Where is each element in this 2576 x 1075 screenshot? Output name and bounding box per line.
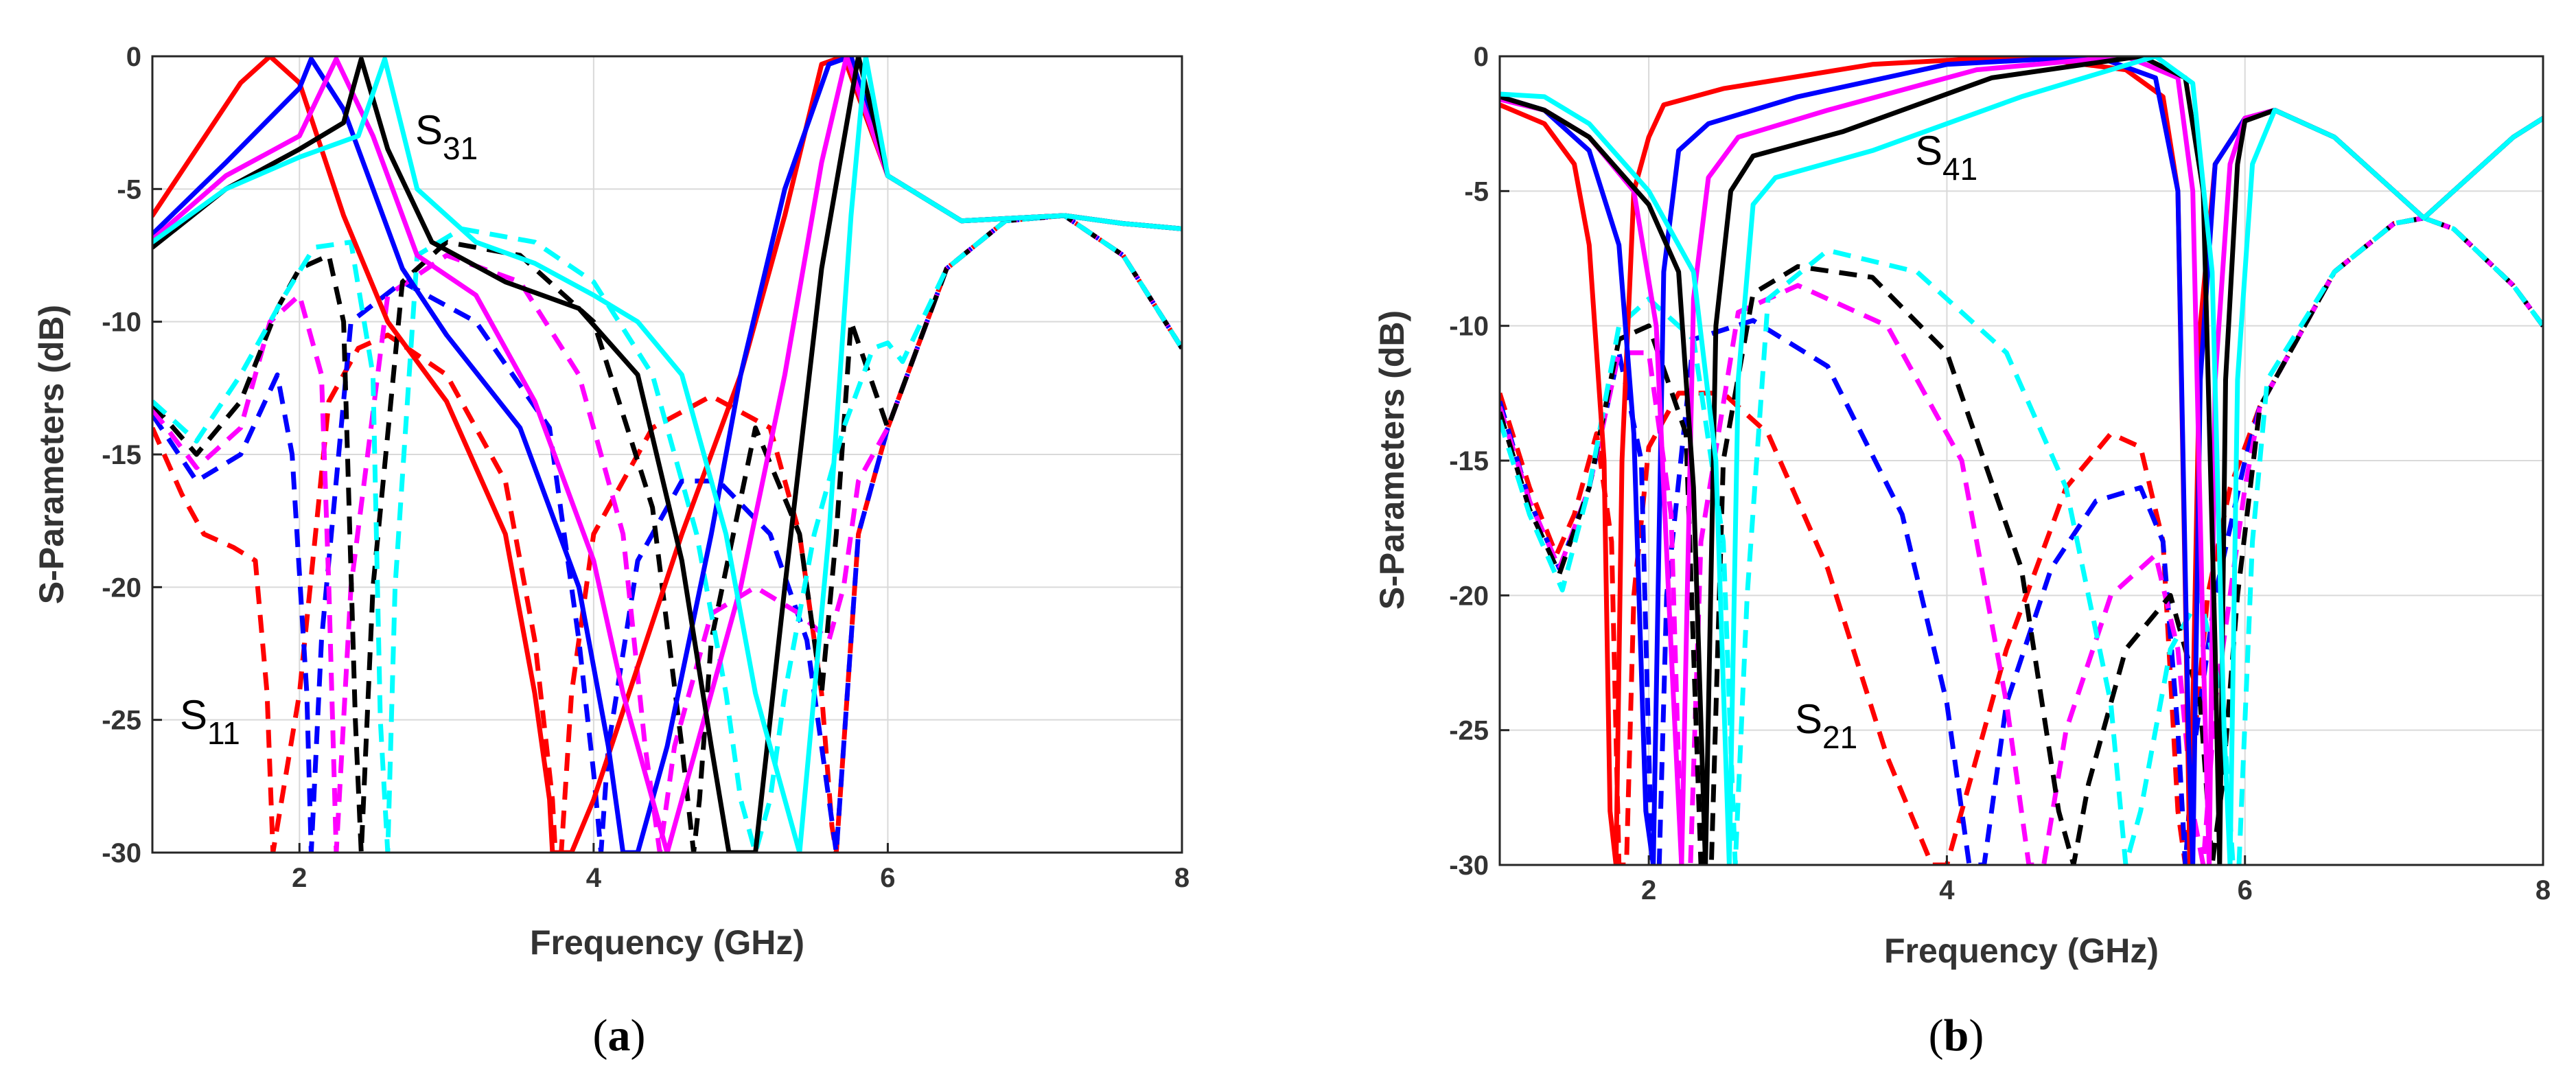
caption-a-close: ) <box>631 1010 646 1061</box>
tick-label-y-a--20: -20 <box>102 573 141 603</box>
tick-label-x-a-6: 6 <box>880 863 895 893</box>
caption-b-close: ) <box>1969 1010 1984 1061</box>
tick-label-x-b-8: 8 <box>2536 875 2551 905</box>
series-group-b <box>1500 56 2543 865</box>
tick-label-y-a-0: 0 <box>126 42 141 72</box>
tick-label-x-a-2: 2 <box>292 863 307 893</box>
series-a-s11-cyan <box>152 213 1182 853</box>
tick-label-y-a--10: -10 <box>102 308 141 338</box>
caption-b: (b) <box>1929 1010 1984 1061</box>
tick-label-y-b--5: -5 <box>1464 176 1489 207</box>
series-group-a <box>152 56 1182 853</box>
tick-label-y-a--30: -30 <box>102 838 141 868</box>
annotation-s21-main: S <box>1795 696 1822 742</box>
tick-label-y-b-0: 0 <box>1474 42 1489 72</box>
tick-label-y-a--25: -25 <box>102 706 141 736</box>
annotation-s11: S11 <box>180 692 240 751</box>
tick-label-y-b--30: -30 <box>1449 851 1489 881</box>
series-a-s31-cyan <box>152 56 1182 853</box>
annotation-s21-sub: 21 <box>1822 719 1857 755</box>
caption-b-letter: b <box>1944 1010 1969 1061</box>
ticks-b: 2 4 6 8 0 -5 -10 -15 -20 -25 -30 <box>1449 42 2551 905</box>
caption-a-letter: a <box>608 1010 631 1061</box>
series-a-s11-black <box>152 213 1182 853</box>
tick-label-x-b-6: 6 <box>2238 875 2253 905</box>
annotation-s41: S41 <box>1915 128 1977 187</box>
annotation-s11-sub: 11 <box>207 715 240 751</box>
annotation-s31-sub: 31 <box>443 130 478 166</box>
caption-b-open: ( <box>1929 1010 1944 1061</box>
caption-a: (a) <box>593 1010 646 1061</box>
ylabel-b: S-Parameters (dB) <box>1373 310 1411 610</box>
annotation-s41-main: S <box>1915 128 1942 174</box>
tick-label-y-b--10: -10 <box>1449 312 1489 342</box>
annotation-s41-sub: 41 <box>1942 151 1977 187</box>
chart-panel-b: 2 4 6 8 0 -5 -10 -15 -20 -25 -30 Frequency (GHz) S… <box>1373 42 2551 1061</box>
annotation-s31-main: S <box>415 107 443 153</box>
tick-label-x-a-8: 8 <box>1174 863 1190 893</box>
tick-label-y-b--25: -25 <box>1449 716 1489 746</box>
tick-label-y-b--20: -20 <box>1449 581 1489 611</box>
ticks-a: 2 4 6 8 0 -5 -10 -15 -20 -25 -30 <box>102 42 1190 893</box>
annotation-s31: S31 <box>415 107 478 166</box>
tick-label-x-b-4: 4 <box>1939 875 1955 905</box>
annotation-s11-main: S <box>180 692 207 738</box>
chart-panel-a: 2 4 6 8 0 -5 -10 -15 -20 -25 -30 Frequency (GHz) S… <box>32 42 1190 1061</box>
xlabel-b: Frequency (GHz) <box>1884 932 2159 970</box>
tick-label-x-a-4: 4 <box>586 863 602 893</box>
tick-label-y-b--15: -15 <box>1449 446 1489 476</box>
tick-label-y-a--15: -15 <box>102 440 141 470</box>
series-b-s21-cyan <box>1500 216 2543 865</box>
ylabel-a: S-Parameters (dB) <box>32 305 71 604</box>
series-a-s11-red <box>152 213 1182 853</box>
tick-label-y-a--5: -5 <box>117 174 141 205</box>
caption-a-open: ( <box>593 1010 608 1061</box>
tick-label-x-b-2: 2 <box>1641 875 1656 905</box>
series-a-s11-blue <box>152 213 1182 853</box>
xlabel-a: Frequency (GHz) <box>530 923 804 962</box>
series-b-s41-cyan <box>1500 56 2543 865</box>
annotation-s21: S21 <box>1795 696 1857 755</box>
